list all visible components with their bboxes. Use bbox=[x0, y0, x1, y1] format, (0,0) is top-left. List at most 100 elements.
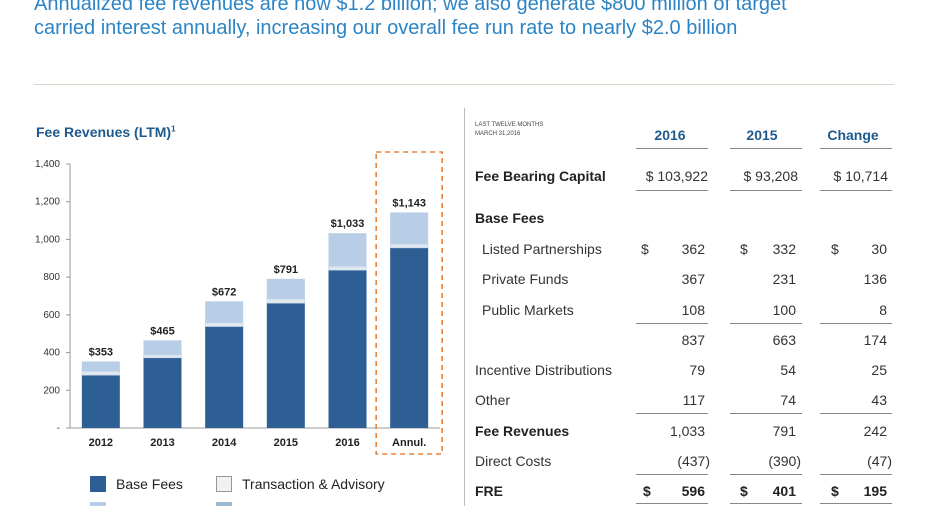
row-label: Private Funds bbox=[482, 271, 569, 287]
row-label: FRE bbox=[475, 483, 503, 499]
bar-total-label: $1,033 bbox=[331, 218, 365, 230]
column-header-underline-2015 bbox=[730, 148, 802, 149]
table-row-listed-partnerships: Listed Partnerships $ 362 $ 332 $ 30 bbox=[0, 241, 931, 261]
bar-segment bbox=[81, 361, 120, 372]
column-header-2015: 2015 bbox=[746, 127, 778, 143]
x-tick-label: 2016 bbox=[335, 437, 359, 449]
headline: Annualized fee revenues are now $1.2 bil… bbox=[34, 0, 924, 40]
y-tick-label: - bbox=[57, 423, 60, 434]
table-row-incentive-distributions: Incentive Distributions 79 54 25 bbox=[0, 362, 931, 382]
bar-segment bbox=[266, 298, 306, 304]
cell-2015: 791 bbox=[772, 423, 796, 439]
cell-2016: 596 bbox=[681, 483, 705, 499]
table-row-fee-bearing-capital: Fee Bearing Capital $ 103,922 $ 93,208 $… bbox=[0, 168, 931, 188]
table-row-base-fees-subtotal: 837 663 174 bbox=[0, 332, 931, 352]
cell-2016: (437) bbox=[677, 453, 710, 469]
cell-underline bbox=[820, 323, 892, 324]
row-label: Other bbox=[475, 392, 511, 408]
cell-underline bbox=[730, 413, 802, 414]
bar-segment bbox=[205, 326, 244, 428]
headline-line-1: Annualized fee revenues are now $1.2 bil… bbox=[34, 0, 787, 15]
cell-change: 195 bbox=[863, 483, 887, 499]
column-header-2016: 2016 bbox=[654, 127, 686, 143]
cell-underline bbox=[820, 413, 892, 414]
cell-change: 25 bbox=[871, 362, 887, 378]
cell-2016: 1,033 bbox=[669, 423, 705, 439]
column-header-underline-2016 bbox=[636, 148, 708, 149]
cell-underline bbox=[730, 323, 802, 324]
row-label: Listed Partnerships bbox=[482, 241, 602, 257]
y-tick-label: 400 bbox=[43, 348, 60, 359]
cell-change: 30 bbox=[871, 241, 887, 257]
y-tick-label: 200 bbox=[43, 385, 60, 396]
x-tick-label: 2012 bbox=[89, 437, 113, 449]
cell-2015: 100 bbox=[772, 302, 796, 318]
bar-segment bbox=[143, 340, 182, 355]
cell-underline bbox=[636, 323, 708, 324]
bar-segment bbox=[328, 266, 367, 271]
cell-2016: 79 bbox=[689, 362, 705, 378]
bar-total-label: $791 bbox=[274, 264, 298, 276]
legend-swatch-partial-1 bbox=[90, 502, 106, 506]
section-divider bbox=[34, 84, 894, 85]
cell-2015: 231 bbox=[772, 271, 796, 287]
legend-label-base-fees: Base Fees bbox=[116, 476, 183, 492]
row-label: Base Fees bbox=[475, 210, 545, 226]
cell-2016: 837 bbox=[681, 332, 705, 348]
cell-2016: 367 bbox=[681, 271, 705, 287]
table-divider bbox=[464, 108, 465, 506]
chart-title-footnote: 1 bbox=[171, 124, 176, 134]
cell-double-underline bbox=[636, 503, 708, 504]
cell-underline bbox=[730, 474, 802, 475]
cell-change: 43 bbox=[871, 392, 887, 408]
cell-double-underline bbox=[730, 503, 802, 504]
bar-total-label: $672 bbox=[212, 286, 236, 298]
cell-2015: 74 bbox=[780, 392, 796, 408]
cell-2015: 332 bbox=[772, 241, 796, 257]
bar-segment bbox=[205, 301, 244, 323]
y-tick-label: 1,200 bbox=[35, 197, 60, 208]
cell-underline bbox=[820, 190, 892, 191]
cell-2015: 54 bbox=[780, 362, 796, 378]
cell-2015: (390) bbox=[768, 453, 801, 469]
table-caption-line-1: LAST TWELVE MONTHS bbox=[475, 122, 544, 128]
bar-segment bbox=[143, 357, 182, 428]
bar-total-label: $1,143 bbox=[392, 197, 426, 209]
row-label: Public Markets bbox=[482, 302, 574, 318]
bar-segment bbox=[328, 270, 367, 428]
cell-underline bbox=[636, 474, 708, 475]
table-caption-line-2: MARCH 31,2016 bbox=[475, 131, 521, 137]
row-label: Fee Revenues bbox=[475, 423, 570, 439]
legend-swatch-base-fees bbox=[90, 476, 106, 492]
x-tick-label: 2015 bbox=[274, 437, 298, 449]
cell-underline bbox=[730, 190, 802, 191]
cell-2016: 108 bbox=[681, 302, 705, 318]
cell-double-underline bbox=[820, 503, 892, 504]
y-tick-label: 1,000 bbox=[35, 234, 60, 245]
row-label: Direct Costs bbox=[475, 453, 552, 469]
cell-change: (47) bbox=[867, 453, 892, 469]
table-row-direct-costs: Direct Costs (437) (390) (47) bbox=[0, 453, 931, 473]
bar-segment bbox=[390, 247, 429, 428]
cell-2016: 362 bbox=[681, 241, 705, 257]
cell-2015: 663 bbox=[772, 332, 796, 348]
legend-swatch-transaction bbox=[216, 476, 232, 492]
y-tick-label: 600 bbox=[43, 310, 60, 321]
cell-underline bbox=[636, 413, 708, 414]
bar-segment bbox=[328, 233, 367, 267]
y-tick-label: 800 bbox=[43, 272, 60, 283]
column-header-underline-change bbox=[820, 148, 892, 149]
row-label: Incentive Distributions bbox=[475, 362, 612, 378]
cell-change: 242 bbox=[863, 423, 887, 439]
cell-underline bbox=[636, 190, 708, 191]
bar-segment bbox=[266, 303, 305, 428]
currency-change: $ bbox=[831, 241, 839, 257]
currency-2016: $ bbox=[643, 483, 651, 499]
bar-segment bbox=[81, 375, 120, 428]
cell-underline bbox=[820, 474, 892, 475]
cell-2016: 117 bbox=[682, 392, 705, 408]
x-tick-label: 2013 bbox=[150, 437, 174, 449]
bar-total-label: $353 bbox=[89, 346, 113, 358]
legend-swatch-partial-2 bbox=[216, 502, 232, 506]
annualized-highlight-box bbox=[375, 151, 443, 455]
